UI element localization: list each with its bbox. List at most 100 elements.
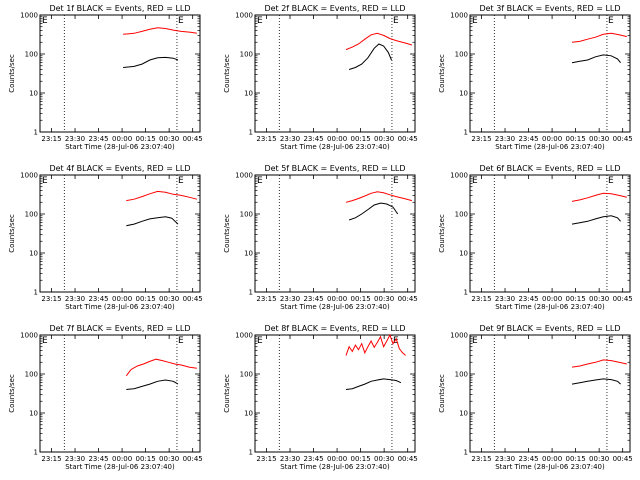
x-tick-label: 00:30 <box>374 135 394 143</box>
y-tick-label: 10 <box>244 410 253 418</box>
x-tick-label: 00:00 <box>542 455 562 463</box>
x-tick-label: 00:00 <box>112 135 132 143</box>
series-events-line <box>348 43 392 70</box>
x-tick-label: 00:45 <box>398 295 418 303</box>
x-tick-label: 23:45 <box>303 135 323 143</box>
x-tick-label: 23:45 <box>518 135 538 143</box>
y-tick-label: 1 <box>249 449 253 457</box>
y-tick-label: 100 <box>240 51 253 59</box>
plot-frame <box>254 174 416 293</box>
end-marker-left: E <box>42 176 48 186</box>
x-tick-label: 00:30 <box>374 295 394 303</box>
x-tick-label: 23:15 <box>41 295 61 303</box>
y-tick-label: 10 <box>459 410 468 418</box>
y-tick-label: 1000 <box>235 172 253 180</box>
plot-frame <box>39 334 201 453</box>
x-tick-label: 00:15 <box>351 295 371 303</box>
y-tick-label: 1000 <box>235 12 253 20</box>
x-tick-label: 00:45 <box>183 455 203 463</box>
y-tick-label: 10 <box>29 90 38 98</box>
x-tick-label: 00:15 <box>351 135 371 143</box>
panel-title: Det 3f BLACK = Events, RED = LLD <box>479 4 620 13</box>
end-marker-left: E <box>257 336 263 346</box>
x-tick-label: 00:30 <box>589 135 609 143</box>
end-marker-right: E <box>178 176 184 186</box>
end-marker-left: E <box>42 336 48 346</box>
panel-title: Det 6f BLACK = Events, RED = LLD <box>479 164 620 173</box>
x-tick-label: 23:30 <box>65 455 85 463</box>
x-tick-label: 00:00 <box>327 135 347 143</box>
y-tick-label: 1000 <box>450 172 468 180</box>
y-axis-label: Counts/sec <box>8 214 16 253</box>
x-tick-label: 23:15 <box>41 135 61 143</box>
x-axis-label: Start Time (28-Jul-06 23:07:40) <box>280 143 390 151</box>
y-tick-label: 1 <box>34 129 38 137</box>
y-tick-label: 100 <box>455 371 468 379</box>
x-tick-label: 23:15 <box>471 135 491 143</box>
end-marker-right: E <box>608 176 614 186</box>
end-marker-left: E <box>472 336 478 346</box>
panel-title: Det 2f BLACK = Events, RED = LLD <box>264 4 405 13</box>
y-tick-label: 100 <box>240 371 253 379</box>
y-axis-label: Counts/sec <box>223 214 231 253</box>
plot-frame <box>469 334 631 453</box>
y-tick-label: 100 <box>25 371 38 379</box>
x-axis-label: Start Time (28-Jul-06 23:07:40) <box>495 143 605 151</box>
series-lld-line <box>123 27 197 35</box>
plot-frame <box>469 14 631 133</box>
x-tick-label: 00:00 <box>542 135 562 143</box>
x-tick-label: 00:00 <box>112 455 132 463</box>
y-axis-label: Counts/sec <box>223 374 231 413</box>
x-tick-label: 00:15 <box>566 455 586 463</box>
x-tick-label: 23:15 <box>256 295 276 303</box>
x-tick-label: 00:45 <box>183 135 203 143</box>
series-events-line <box>571 54 621 64</box>
x-tick-label: 23:45 <box>303 455 323 463</box>
series-events-line <box>123 56 179 68</box>
panel-title: Det 9f BLACK = Events, RED = LLD <box>479 324 620 333</box>
end-marker-right: E <box>393 336 399 346</box>
x-tick-label: 00:15 <box>136 135 156 143</box>
x-tick-label: 23:45 <box>518 295 538 303</box>
x-tick-label: 00:45 <box>613 135 633 143</box>
x-axis-label: Start Time (28-Jul-06 23:07:40) <box>495 463 605 471</box>
x-tick-label: 23:30 <box>280 295 300 303</box>
panel-4: Det 4f BLACK = Events, RED = LLD 1 10 100 10… <box>8 164 203 311</box>
x-tick-label: 00:00 <box>542 295 562 303</box>
series-lld-line <box>345 32 413 51</box>
end-marker-right: E <box>178 16 184 26</box>
x-axis-label: Start Time (28-Jul-06 23:07:40) <box>65 463 175 471</box>
x-tick-label: 23:45 <box>88 455 108 463</box>
x-tick-label: 23:30 <box>65 135 85 143</box>
x-tick-label: 23:30 <box>495 135 515 143</box>
x-tick-label: 00:30 <box>589 295 609 303</box>
plot-frame <box>254 14 416 133</box>
panel-title: Det 1f BLACK = Events, RED = LLD <box>49 4 190 13</box>
panel-1: Det 1f BLACK = Events, RED = LLD 1 10 100 10… <box>8 4 203 151</box>
x-tick-label: 23:45 <box>518 455 538 463</box>
y-tick-label: 100 <box>455 211 468 219</box>
y-tick-label: 10 <box>244 250 253 258</box>
y-axis-label: Counts/sec <box>8 374 16 413</box>
x-tick-label: 00:45 <box>613 295 633 303</box>
panel-7: Det 7f BLACK = Events, RED = LLD 1 10 100 10… <box>8 324 203 471</box>
panel-6: Det 6f BLACK = Events, RED = LLD 1 10 100 10… <box>438 164 633 311</box>
x-tick-label: 00:15 <box>566 295 586 303</box>
series-events-line <box>126 216 179 227</box>
x-tick-label: 23:15 <box>471 455 491 463</box>
series-lld-line <box>345 191 413 203</box>
series-events-line <box>571 215 621 225</box>
x-tick-label: 00:30 <box>159 455 179 463</box>
plot-frame <box>39 174 201 293</box>
series-lld-line <box>125 358 197 377</box>
y-tick-label: 1 <box>464 449 468 457</box>
series-lld-line <box>126 190 198 202</box>
x-tick-label: 23:15 <box>41 455 61 463</box>
x-tick-label: 00:45 <box>613 455 633 463</box>
plot-frame <box>254 334 416 453</box>
y-axis-label: Counts/sec <box>438 214 446 253</box>
series-lld-line <box>571 359 628 368</box>
x-tick-label: 23:30 <box>65 295 85 303</box>
panel-9: Det 9f BLACK = Events, RED = LLD 1 10 100 10… <box>438 324 633 471</box>
